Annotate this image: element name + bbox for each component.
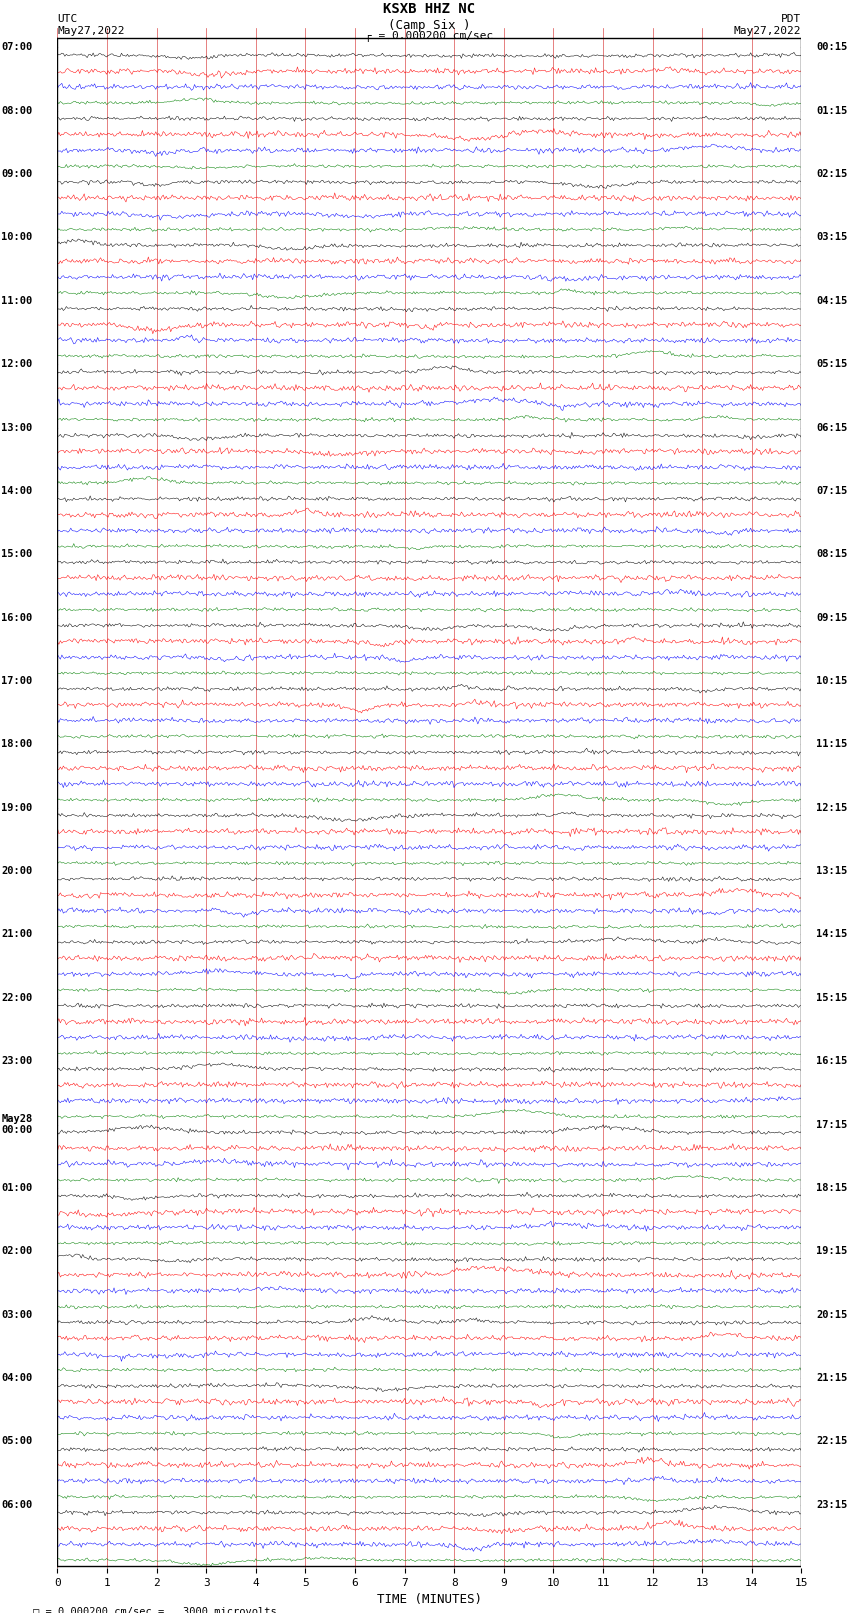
Text: 06:15: 06:15 [816, 423, 847, 432]
Text: 20:15: 20:15 [816, 1310, 847, 1319]
Text: 14:00: 14:00 [2, 486, 32, 495]
Text: 12:00: 12:00 [2, 360, 32, 369]
Text: KSXB HHZ NC: KSXB HHZ NC [383, 2, 475, 16]
Text: 07:15: 07:15 [816, 486, 847, 495]
Text: 16:15: 16:15 [816, 1057, 847, 1066]
Text: 14:15: 14:15 [816, 929, 847, 939]
Text: 19:00: 19:00 [2, 803, 32, 813]
Text: May28
00:00: May28 00:00 [2, 1113, 32, 1136]
Text: 21:15: 21:15 [816, 1373, 847, 1382]
Text: 13:15: 13:15 [816, 866, 847, 876]
Text: 09:15: 09:15 [816, 613, 847, 623]
Text: 03:15: 03:15 [816, 232, 847, 242]
Text: 13:00: 13:00 [2, 423, 32, 432]
Text: 10:15: 10:15 [816, 676, 847, 686]
Text: 02:15: 02:15 [816, 169, 847, 179]
Text: 07:00: 07:00 [2, 42, 32, 52]
Text: 02:00: 02:00 [2, 1247, 32, 1257]
Text: 12:15: 12:15 [816, 803, 847, 813]
Text: 11:00: 11:00 [2, 295, 32, 306]
Text: 17:00: 17:00 [2, 676, 32, 686]
Text: □ = 0.000200 cm/sec =   3000 microvolts: □ = 0.000200 cm/sec = 3000 microvolts [32, 1608, 276, 1613]
Text: 01:15: 01:15 [816, 106, 847, 116]
Text: UTC
May27,2022: UTC May27,2022 [57, 15, 125, 35]
Text: 22:15: 22:15 [816, 1436, 847, 1447]
Text: 05:15: 05:15 [816, 360, 847, 369]
Text: 06:00: 06:00 [2, 1500, 32, 1510]
Text: 08:15: 08:15 [816, 550, 847, 560]
Text: 00:15: 00:15 [816, 42, 847, 52]
Text: 08:00: 08:00 [2, 106, 32, 116]
Text: 11:15: 11:15 [816, 739, 847, 750]
Text: 23:15: 23:15 [816, 1500, 847, 1510]
Text: ┌ = 0.000200 cm/sec: ┌ = 0.000200 cm/sec [366, 31, 494, 42]
Text: 05:00: 05:00 [2, 1436, 32, 1447]
Text: 19:15: 19:15 [816, 1247, 847, 1257]
Text: 18:15: 18:15 [816, 1182, 847, 1194]
Text: 21:00: 21:00 [2, 929, 32, 939]
Text: 04:15: 04:15 [816, 295, 847, 306]
Text: 16:00: 16:00 [2, 613, 32, 623]
Text: 22:00: 22:00 [2, 994, 32, 1003]
X-axis label: TIME (MINUTES): TIME (MINUTES) [377, 1594, 482, 1607]
Text: 23:00: 23:00 [2, 1057, 32, 1066]
Text: 15:00: 15:00 [2, 550, 32, 560]
Text: 04:00: 04:00 [2, 1373, 32, 1382]
Text: 15:15: 15:15 [816, 994, 847, 1003]
Text: 17:15: 17:15 [816, 1119, 847, 1129]
Text: 01:00: 01:00 [2, 1182, 32, 1194]
Text: 18:00: 18:00 [2, 739, 32, 750]
Text: 09:00: 09:00 [2, 169, 32, 179]
Text: 10:00: 10:00 [2, 232, 32, 242]
Text: 03:00: 03:00 [2, 1310, 32, 1319]
Text: (Camp Six ): (Camp Six ) [388, 19, 471, 32]
Text: PDT
May27,2022: PDT May27,2022 [734, 15, 802, 35]
Text: 20:00: 20:00 [2, 866, 32, 876]
